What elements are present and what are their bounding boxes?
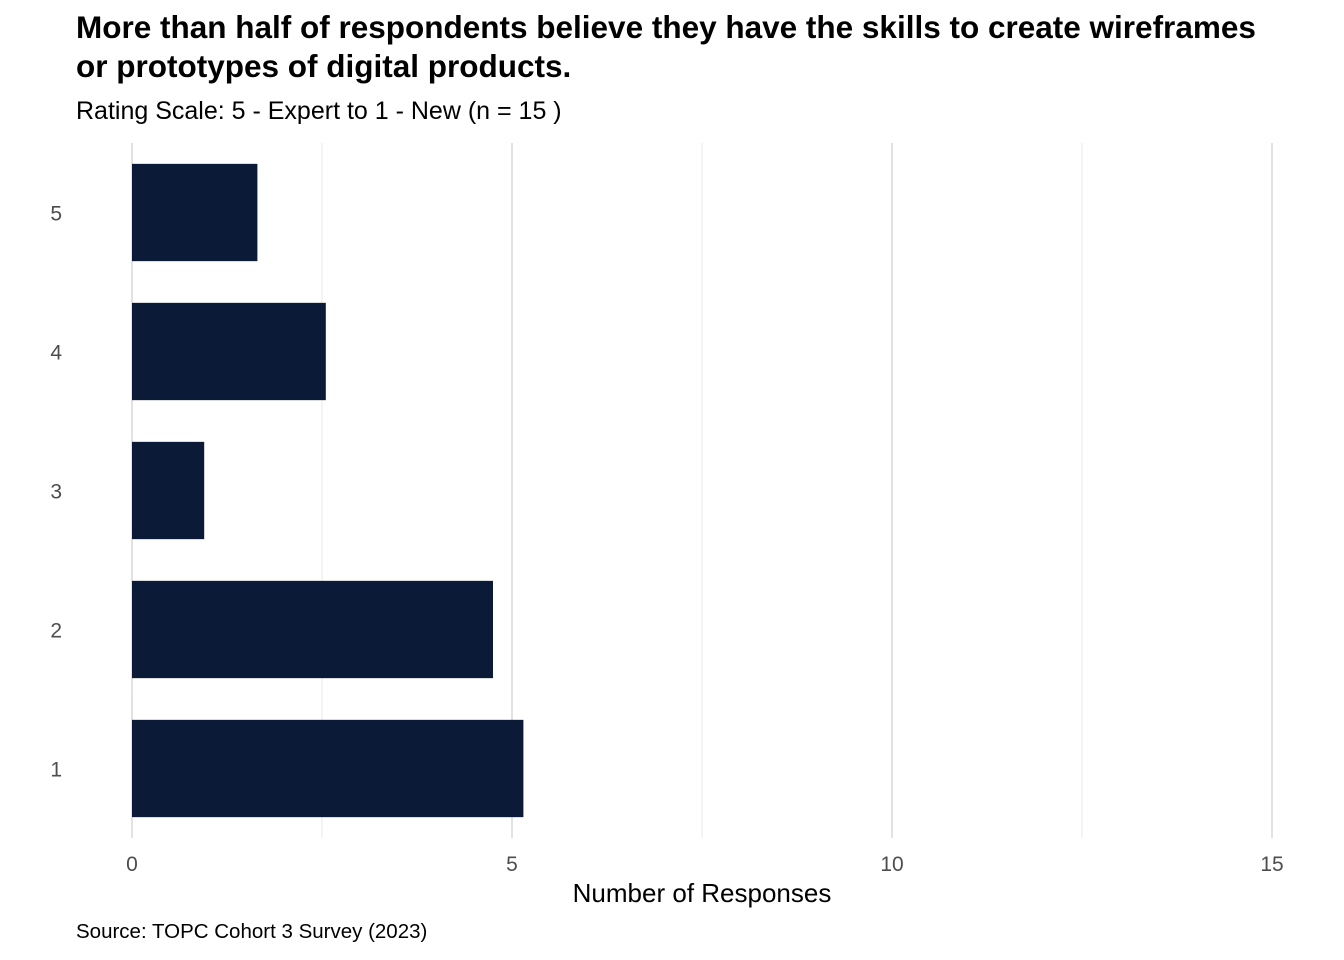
x-tick-label: 5	[506, 853, 518, 876]
bar	[132, 163, 258, 262]
y-tick-label: 2	[50, 620, 62, 643]
x-tick-label: 0	[126, 853, 138, 876]
chart-subtitle: Rating Scale: 5 - Expert to 1 - New (n =…	[76, 97, 562, 125]
bar	[132, 580, 493, 679]
bar	[132, 719, 524, 818]
bar	[132, 441, 205, 540]
x-tick-label: 15	[1260, 853, 1283, 876]
y-tick-label: 1	[50, 759, 62, 782]
y-tick-label: 3	[50, 481, 62, 504]
bars	[132, 163, 524, 818]
bar	[132, 302, 326, 401]
x-axis-tick-labels: 0 5 10 15	[126, 853, 1284, 876]
y-axis-tick-labels: 5 4 3 2 1	[50, 203, 62, 782]
chart-caption: Source: TOPC Cohort 3 Survey (2023)	[76, 920, 428, 943]
x-tick-label: 10	[880, 853, 903, 876]
chart-title: More than half of respondents believe th…	[76, 9, 1256, 84]
x-axis-title: Number of Responses	[573, 878, 832, 908]
y-tick-label: 5	[50, 203, 62, 226]
y-tick-label: 4	[50, 342, 62, 365]
